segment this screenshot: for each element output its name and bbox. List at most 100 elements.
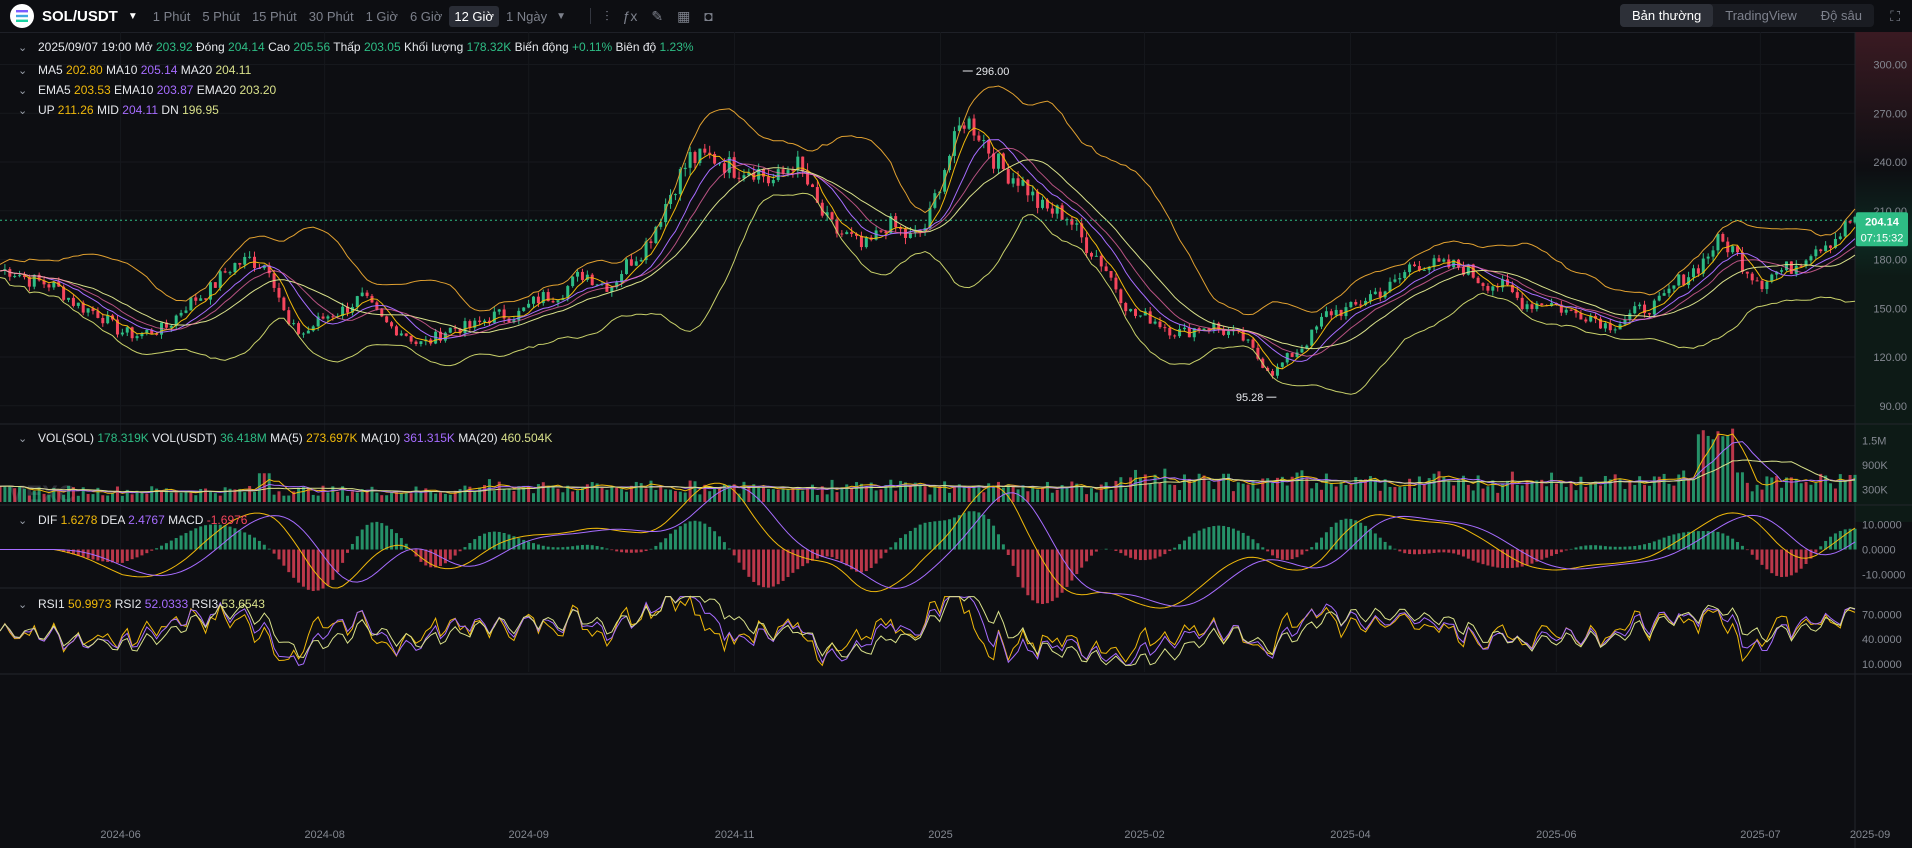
candle-body xyxy=(610,287,614,292)
macd-histogram-bar xyxy=(1427,549,1431,554)
macd-histogram-bar xyxy=(913,527,917,550)
volume-bar xyxy=(649,480,653,502)
macd-histogram-bar xyxy=(277,549,281,560)
macd-histogram-bar xyxy=(199,526,203,550)
volume-bar xyxy=(1148,483,1152,502)
candle-body xyxy=(1227,331,1231,335)
candle-body xyxy=(478,320,482,322)
timeframe-dropdown-icon[interactable]: ▼ xyxy=(556,10,567,22)
tf-5m[interactable]: 5 Phút xyxy=(202,8,240,24)
candle-body xyxy=(1089,252,1093,257)
volume-bar xyxy=(1848,474,1852,502)
candle-body xyxy=(522,307,526,311)
macd-histogram-bar xyxy=(1535,549,1539,562)
price-tick-label: 90.00 xyxy=(1879,401,1907,413)
candle-body xyxy=(394,326,398,336)
candle-body xyxy=(1574,310,1578,314)
tf-6h[interactable]: 6 Giờ xyxy=(409,8,443,24)
candle-body xyxy=(590,274,594,286)
volume-bar xyxy=(1271,482,1275,502)
macd-histogram-bar xyxy=(257,540,261,550)
volume-bar xyxy=(688,480,692,502)
macd-histogram-bar xyxy=(179,535,183,550)
symbol-name[interactable]: SOL/USDT xyxy=(42,7,118,25)
tf-1h[interactable]: 1 Giờ xyxy=(365,8,398,24)
kline-chart[interactable]: MEXC 300.00270.00240.00210.00180.00150.0… xyxy=(0,32,1912,848)
volume-bar xyxy=(487,479,491,502)
candle-body xyxy=(67,297,71,300)
macd-histogram-bar xyxy=(375,521,379,550)
volume-bar xyxy=(1324,473,1328,502)
price-tick-label: 150.00 xyxy=(1873,303,1907,315)
mode-basic[interactable]: Bản thường xyxy=(1619,4,1714,27)
candle-type-icon[interactable]: ⫶ xyxy=(605,7,609,24)
volume-bar xyxy=(1104,482,1108,502)
candle-body xyxy=(380,309,384,317)
volume-bar xyxy=(1476,475,1480,502)
volume-bar xyxy=(1114,480,1118,502)
candle-body xyxy=(1731,246,1735,253)
candle-body xyxy=(727,157,731,173)
volume-bar xyxy=(483,485,487,502)
tf-1m[interactable]: 1 Phút xyxy=(152,8,191,24)
tf-12h[interactable]: 12 Giờ xyxy=(449,5,499,27)
candle-body xyxy=(1070,219,1074,225)
candle-body xyxy=(566,286,570,299)
mode-tradingview[interactable]: TradingView xyxy=(1725,8,1797,23)
macd-histogram-bar xyxy=(1628,546,1632,550)
macd-histogram-bar xyxy=(1388,545,1392,550)
volume-bar xyxy=(1368,476,1372,502)
volume-bar xyxy=(355,492,359,502)
volume-bar xyxy=(1129,477,1133,502)
macd-histogram-bar xyxy=(786,549,790,578)
camera-icon[interactable]: ◘ xyxy=(704,8,713,24)
mode-depth[interactable]: Độ sâu xyxy=(1820,8,1862,23)
volume-bar xyxy=(722,484,726,502)
volume-bar xyxy=(957,484,961,502)
volume-bar xyxy=(507,488,511,502)
volume-bar xyxy=(1457,479,1461,502)
candle-body xyxy=(13,275,17,277)
indicator-icon[interactable]: ƒx xyxy=(622,8,638,24)
candle-body xyxy=(1510,284,1514,293)
volume-bar xyxy=(228,488,232,502)
volume-bar xyxy=(125,489,129,502)
candle-body xyxy=(81,302,85,313)
macd-histogram-bar xyxy=(977,512,981,550)
fullscreen-icon[interactable]: ⛶ xyxy=(1890,8,1900,24)
macd-histogram-bar xyxy=(541,545,545,550)
tf-15m[interactable]: 15 Phút xyxy=(251,8,297,24)
volume-bar xyxy=(996,481,1000,502)
macd-histogram-bar xyxy=(722,542,726,550)
macd-histogram-bar xyxy=(1520,549,1524,567)
axis-labels: 300.00270.00240.00210.00180.00150.00120.… xyxy=(100,60,1907,842)
macd-histogram-bar xyxy=(1706,531,1710,550)
candle-body xyxy=(1364,300,1368,305)
volume-bar xyxy=(297,487,301,502)
volume-bar xyxy=(1721,436,1725,502)
macd-histogram-bar xyxy=(385,525,389,550)
symbol-dropdown-icon[interactable]: ▼ xyxy=(127,10,138,22)
volume-bar xyxy=(1310,488,1314,502)
tf-1d[interactable]: 1 Ngày xyxy=(505,8,548,24)
macd-histogram-bar xyxy=(1442,549,1446,553)
volume-bar xyxy=(1026,491,1030,502)
macd-histogram-bar xyxy=(1016,549,1020,578)
candle-body xyxy=(796,156,800,171)
candle-body xyxy=(1266,367,1270,372)
macd-histogram-bar xyxy=(1589,545,1593,550)
candle-body xyxy=(140,333,144,337)
volume-bar xyxy=(1452,485,1456,502)
time-tick-label: 2025-06 xyxy=(1536,829,1576,841)
volume-bar xyxy=(321,485,325,502)
tf-30m[interactable]: 30 Phút xyxy=(308,8,354,24)
candle-body xyxy=(1628,313,1632,320)
volume-bar xyxy=(1050,492,1054,502)
macd-histogram-bar xyxy=(894,542,898,550)
grid-lines xyxy=(0,32,1855,672)
layout-grid-icon[interactable]: ▦ xyxy=(677,7,691,24)
macd-histogram-bar xyxy=(487,532,491,550)
volume-bar xyxy=(1520,485,1524,502)
draw-pencil-icon[interactable]: ✎ xyxy=(651,7,664,24)
volume-bar xyxy=(194,495,198,502)
